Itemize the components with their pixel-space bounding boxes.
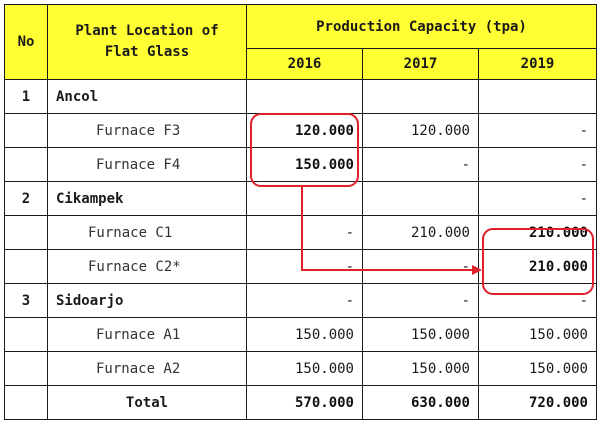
header-year-2019: 2019: [478, 48, 597, 80]
capacity-table: No Plant Location of Flat Glass Producti…: [4, 4, 597, 420]
header-no: No: [4, 4, 48, 80]
header-year-2016: 2016: [246, 48, 363, 80]
header-capacity: Production Capacity (tpa): [246, 4, 597, 49]
group-no: 1: [4, 79, 48, 114]
cell-value: 150.000: [478, 351, 597, 386]
cell-value: 120.000: [362, 113, 479, 148]
group-name: Ancol: [47, 79, 247, 114]
cell-value: 150.000: [362, 351, 479, 386]
group-no: 3: [4, 283, 48, 318]
cell-value: 210.000: [478, 215, 597, 250]
cell-value: 150.000: [246, 351, 363, 386]
group-row-ancol: 1 Ancol: [4, 79, 597, 114]
header-year-2017: 2017: [362, 48, 479, 80]
group-name: Cikampek: [47, 181, 247, 216]
cell-value: 120.000: [246, 113, 363, 148]
cell-value: [362, 181, 479, 216]
cell-value: [246, 181, 363, 216]
cell-value: [362, 79, 479, 114]
cell-value: [478, 79, 597, 114]
cell-value: -: [362, 249, 479, 284]
total-row: Total 570.000 630.000 720.000: [4, 385, 597, 420]
cell-value: 150.000: [478, 317, 597, 352]
cell-value: -: [478, 181, 597, 216]
furnace-name: Furnace C1: [47, 215, 247, 250]
group-name: Sidoarjo: [47, 283, 247, 318]
cell-value: -: [246, 283, 363, 318]
cell-value: [246, 79, 363, 114]
total-value: 720.000: [478, 385, 597, 420]
cell-value: -: [478, 283, 597, 318]
cell-value: 210.000: [478, 249, 597, 284]
group-row-cikampek: 2 Cikampek -: [4, 181, 597, 216]
furnace-name: Furnace C2*: [47, 249, 247, 284]
cell-value: 150.000: [246, 317, 363, 352]
group-no: 2: [4, 181, 48, 216]
cell-value: -: [362, 283, 479, 318]
total-label: Total: [47, 385, 247, 420]
furnace-name: Furnace A1: [47, 317, 247, 352]
total-value: 570.000: [246, 385, 363, 420]
table-row: Furnace F3 120.000 120.000 -: [4, 113, 597, 148]
furnace-name: Furnace F4: [47, 147, 247, 182]
table-row: Furnace C2* - - 210.000: [4, 249, 597, 284]
table-row: Furnace A2 150.000 150.000 150.000: [4, 351, 597, 386]
header-location: Plant Location of Flat Glass: [47, 4, 247, 80]
group-row-sidoarjo: 3 Sidoarjo - - -: [4, 283, 597, 318]
furnace-name: Furnace F3: [47, 113, 247, 148]
table-row: Furnace A1 150.000 150.000 150.000: [4, 317, 597, 352]
cell-value: -: [362, 147, 479, 182]
cell-value: -: [478, 147, 597, 182]
cell-value: 150.000: [362, 317, 479, 352]
total-value: 630.000: [362, 385, 479, 420]
furnace-name: Furnace A2: [47, 351, 247, 386]
cell-value: 150.000: [246, 147, 363, 182]
cell-value: -: [246, 215, 363, 250]
cell-value: -: [246, 249, 363, 284]
cell-value: -: [478, 113, 597, 148]
table-row: Furnace F4 150.000 - -: [4, 147, 597, 182]
cell-value: 210.000: [362, 215, 479, 250]
table-row: Furnace C1 - 210.000 210.000: [4, 215, 597, 250]
